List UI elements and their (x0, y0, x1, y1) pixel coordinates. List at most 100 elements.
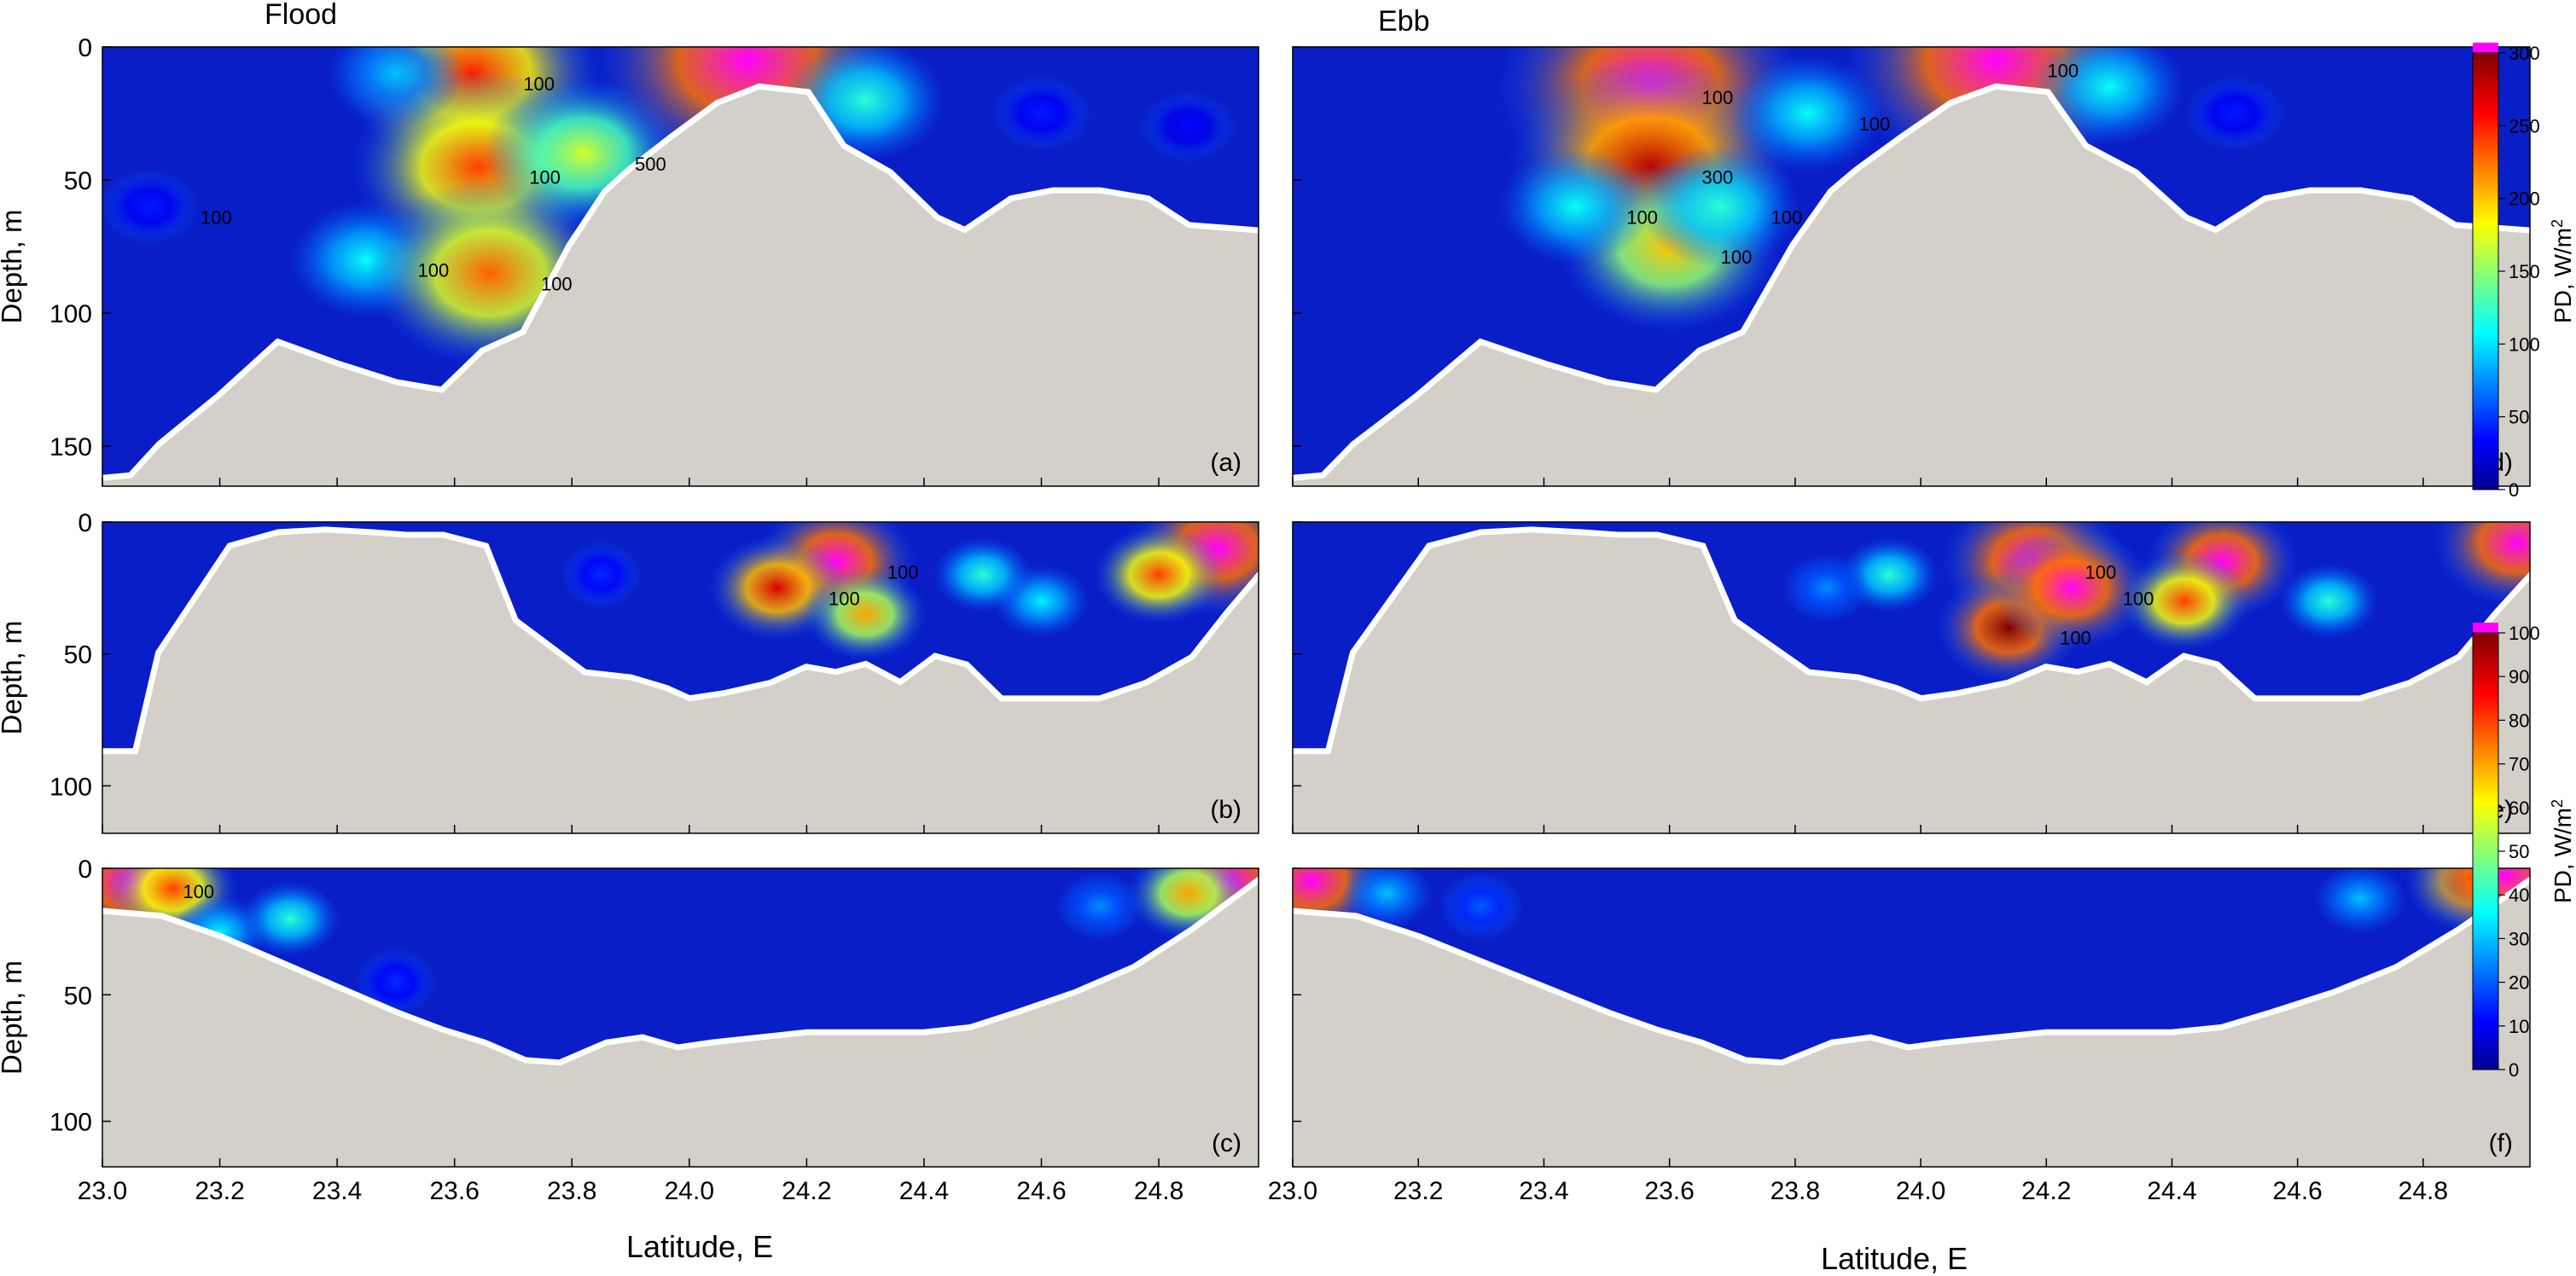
contour-label: 100 (1721, 246, 1753, 268)
contour-label: 100 (201, 206, 232, 228)
contour-label: 100 (418, 260, 450, 281)
colorbar-overflow (2473, 43, 2498, 53)
xtick-label: 23.0 (1268, 1177, 1317, 1205)
xtick-label: 23.6 (1644, 1177, 1694, 1205)
field-hotspot (356, 948, 436, 1017)
ylabel: Depth, m (0, 621, 27, 735)
contour-label: 100 (529, 166, 561, 188)
contour-label: 100 (523, 73, 555, 95)
colorbar-tick-label: 300 (2509, 43, 2540, 64)
colorbar-overflow (2473, 623, 2498, 633)
ylabel: Depth, m (0, 960, 27, 1075)
field-hotspot (327, 47, 465, 126)
colorbar-tick-label: 50 (2509, 407, 2529, 428)
field-hotspot (933, 536, 1032, 612)
colorbar-tick-label: 40 (2509, 884, 2529, 906)
xtick-label: 24.0 (665, 1177, 714, 1205)
colorbar-tick-label: 10 (2509, 1016, 2529, 1037)
column-title-flood: Flood (265, 0, 337, 31)
colorbar-tick-label: 150 (2509, 261, 2540, 282)
panel-a-field (102, 47, 1259, 486)
ytick-label: 50 (64, 641, 92, 670)
ytick-label: 100 (49, 773, 92, 801)
ytick-label: 100 (49, 300, 92, 328)
colorbar-tick-label: 80 (2509, 710, 2529, 731)
panel-f-field (1293, 868, 2530, 1167)
panel-label: (c) (1212, 1129, 1241, 1157)
colorbar-ramp (2472, 632, 2499, 1070)
xtick-label: 24.4 (2147, 1177, 2196, 1205)
ytick-label: 0 (78, 509, 92, 537)
field-hotspot (1439, 872, 1523, 941)
field-hotspot (1639, 145, 1800, 269)
field-hotspot (2314, 868, 2406, 934)
panel-b-field (102, 522, 1259, 833)
field-hotspot (1991, 526, 2152, 650)
seabed-fill (1293, 532, 2530, 833)
field-hotspot (1782, 554, 1870, 623)
colorbars-group: 0 50 100 150 200 250 300 PD, W/m2 0 10 20 30 40 50 60 7… (2472, 43, 2576, 1081)
panel-c: (c) 100 0 50 100 Depth, m 23.0 23.2 23.4 23.6 23.8… (0, 856, 1259, 1205)
panel-f: (f) 23.0 23.2 23.4 23.6 23.8 24.0 24.2 24.4 24.6 2… (1268, 867, 2531, 1205)
water-column-base (102, 868, 1259, 1066)
xtick-label: 24.4 (899, 1177, 949, 1205)
field-hotspot (2279, 563, 2379, 639)
colorbar-tick-label: 100 (2509, 334, 2540, 355)
contour-label: 100 (541, 273, 573, 294)
column-title-ebb: Ebb (1378, 5, 1430, 38)
contour-label: 500 (635, 154, 666, 175)
field-hotspot (1340, 868, 1433, 929)
contour-label: 100 (2060, 628, 2091, 649)
contour-label: 100 (1771, 206, 1803, 228)
field-hotspot (102, 169, 200, 245)
xlabel-left: Latitude, E (626, 1229, 773, 1264)
xtick-label: 23.4 (1519, 1177, 1568, 1205)
field-hotspot (2433, 522, 2530, 608)
seabed-fill (1293, 89, 2530, 486)
colorbar-label-exponent: 2 (2549, 219, 2566, 228)
colorbar-tick-label: 250 (2509, 115, 2540, 136)
colorbar-tick-label: 20 (2509, 972, 2529, 994)
xtick-label: 24.2 (782, 1177, 831, 1205)
ytick-label: 50 (64, 982, 92, 1010)
panel-frame (1292, 521, 2531, 834)
field-hotspot (561, 540, 642, 609)
panel-d-field (1293, 47, 2530, 486)
xtick-label: 23.2 (1393, 1177, 1443, 1205)
xtick-label: 23.8 (1771, 1177, 1820, 1205)
xtick-label: 24.2 (2021, 1177, 2071, 1205)
field-hotspot (241, 881, 340, 957)
field-hotspot (1056, 872, 1144, 941)
colorbar-tick-label: 50 (2509, 841, 2529, 862)
xtick-label: 24.6 (1016, 1177, 1066, 1205)
colorbar-tick-label: 200 (2509, 188, 2540, 210)
seabed-fill (102, 883, 1259, 1167)
contour-label: 100 (2047, 61, 2079, 82)
panel-label: (f) (2489, 1129, 2513, 1157)
contour-label: 100 (829, 588, 860, 609)
contour-label: 100 (1626, 206, 1658, 228)
ytick-label: 0 (78, 856, 92, 884)
colorbar-label-exponent: 2 (2549, 799, 2566, 808)
colorbar-tick-label: 60 (2509, 798, 2529, 819)
ylabel: Depth, m (0, 210, 27, 324)
xtick-label: 24.6 (2272, 1177, 2322, 1205)
ytick-label: 0 (78, 34, 92, 62)
colorbar-tick-label: 100 (2509, 623, 2540, 644)
xtick-label: 24.8 (2399, 1177, 2448, 1205)
seabed-fill (1293, 883, 2530, 1167)
colorbar-tick-label: 0 (2509, 1059, 2519, 1081)
xtick-label: 23.0 (78, 1177, 127, 1205)
field-hotspot (1094, 525, 1224, 624)
colorbar-label: PD, W/m2 (2549, 219, 2576, 323)
colorbar-tick-label: 30 (2509, 928, 2529, 949)
xtick-label: 23.4 (312, 1177, 362, 1205)
ytick-label: 150 (49, 433, 92, 461)
colorbar-tick-label: 0 (2509, 479, 2519, 501)
colorbar-label: PD, W/m2 (2549, 799, 2576, 903)
contour-label: 100 (1859, 113, 1891, 135)
field-hotspot (2185, 76, 2285, 152)
